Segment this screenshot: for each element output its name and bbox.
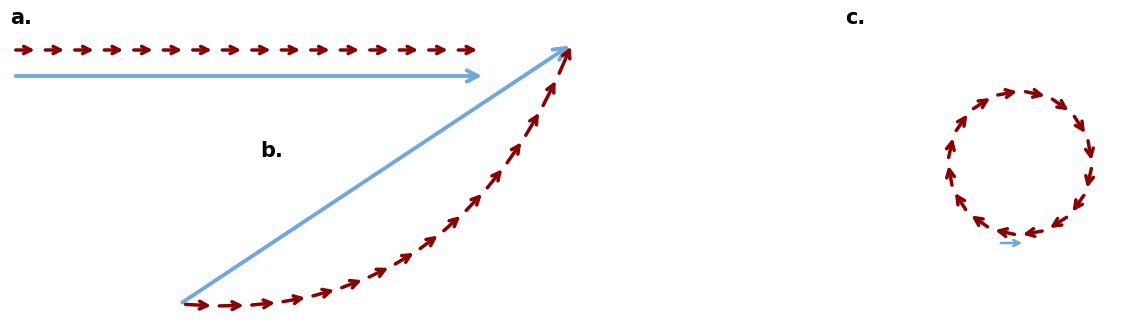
Text: b.: b.	[260, 141, 283, 161]
Text: a.: a.	[10, 8, 32, 28]
Text: c.: c.	[845, 8, 865, 28]
